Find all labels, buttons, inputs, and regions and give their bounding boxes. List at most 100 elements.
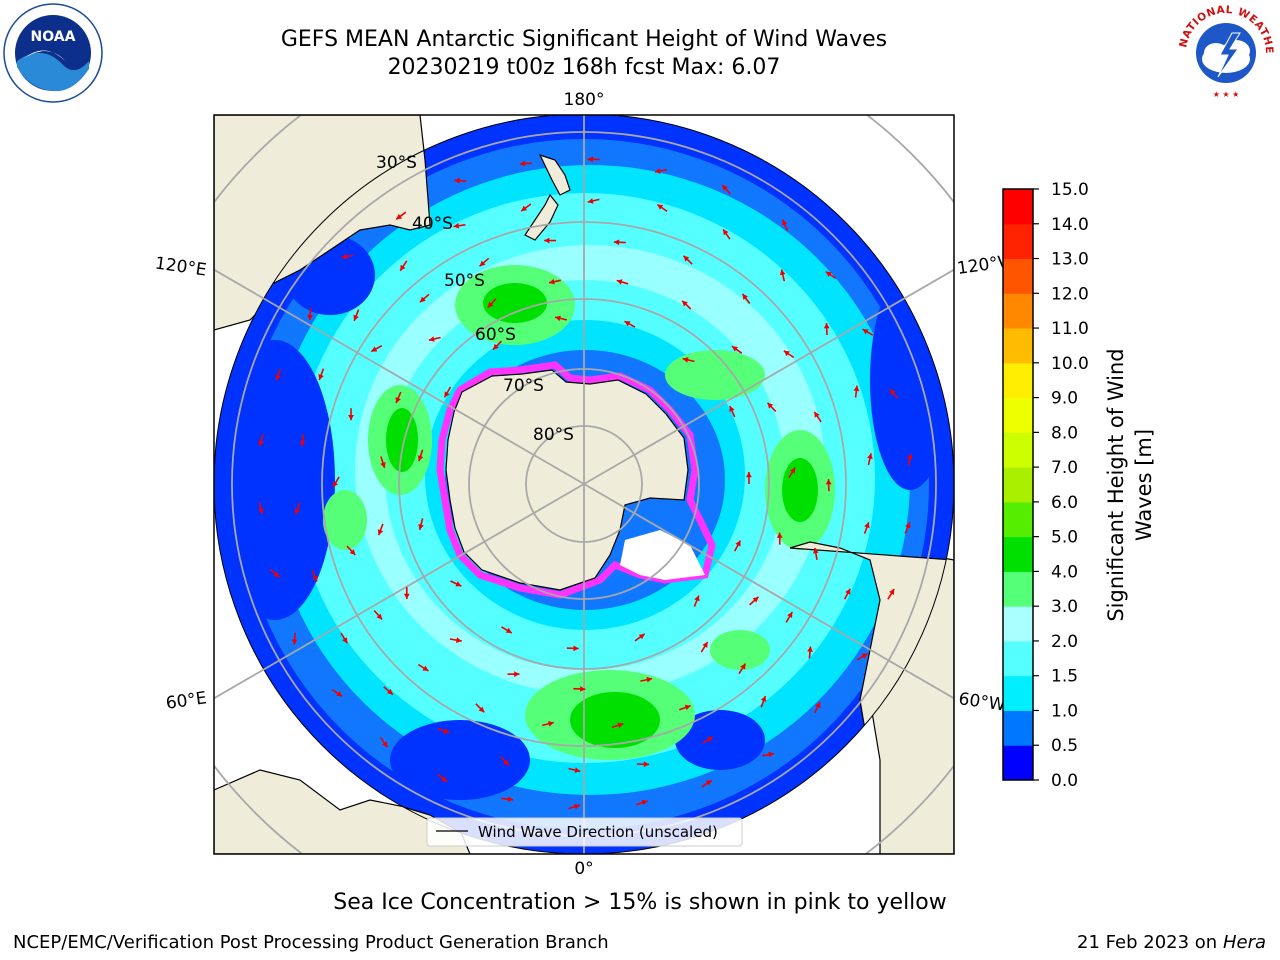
land-antarctica: [445, 369, 689, 591]
wind-wave-arrowhead: [646, 676, 653, 683]
wind-wave-arrowhead: [456, 637, 462, 643]
wind-wave-arrowhead: [890, 389, 896, 396]
wind-wave-arrowhead: [505, 627, 512, 633]
wind-wave-arrowhead: [514, 671, 520, 677]
wind-wave-arrowhead: [580, 686, 586, 692]
lon-label-60w: 60°W: [957, 689, 1006, 715]
wind-wave-arrowhead: [746, 472, 752, 478]
wind-wave-arrowhead: [684, 704, 691, 711]
wind-wave-arrowhead: [275, 374, 281, 381]
lon-label-180: 180°: [564, 90, 605, 110]
wind-wave-arrowhead: [574, 767, 581, 773]
wind-wave-arrowhead: [853, 385, 860, 392]
colorbar-segment: [1003, 606, 1033, 642]
wind-wave-arrowhead: [683, 255, 690, 262]
wind-wave-arrowhead: [441, 776, 447, 782]
wind-wave-arrowhead: [312, 575, 318, 582]
footer-branch: NCEP/EMC/Verification Post Processing Pr…: [13, 932, 609, 953]
wind-wave-arrowhead: [783, 350, 790, 357]
wind-wave-arrowhead: [396, 213, 403, 220]
wind-wave-arrowhead: [767, 402, 774, 409]
wind-wave-arrowhead: [613, 239, 620, 246]
lat-label-30s: 30°S: [376, 153, 417, 173]
wind-wave-arrowhead: [419, 296, 426, 303]
wind-wave-arrowhead: [862, 329, 869, 335]
wind-wave-arrowhead: [906, 453, 913, 460]
lon-label-60e: 60°E: [165, 688, 208, 713]
wind-wave-arrowhead: [867, 453, 873, 460]
wind-wave-arrowhead: [400, 264, 406, 271]
wind-wave-arrowhead: [349, 549, 356, 555]
wind-wave-arrowhead: [587, 156, 593, 163]
colorbar-segment: [1003, 501, 1033, 538]
colorbar-segment: [1003, 536, 1033, 572]
wind-wave-arrowhead: [776, 532, 783, 538]
colorbar-tick-label: 7.0: [1051, 458, 1078, 478]
footer-date-text: 21 Feb 2023 on: [1077, 932, 1218, 953]
wind-wave-arrowhead: [487, 301, 494, 308]
colorbar-segment: [1003, 467, 1033, 503]
colorbar-segment: [1003, 432, 1033, 468]
wind-wave-arrowhead: [825, 271, 832, 277]
colorbar-segment: [1003, 258, 1033, 294]
colorbar-tick-label: 1.0: [1051, 701, 1078, 721]
colorbar-segment: [1003, 710, 1033, 746]
colorbar-tick-label: 14.0: [1051, 215, 1089, 235]
lat-label-70s: 70°S: [503, 376, 544, 396]
wind-wave-arrowhead: [479, 260, 486, 267]
wind-wave-arrowhead: [723, 229, 729, 236]
colorbar-tick-label: 9.0: [1051, 389, 1078, 409]
colorbar-tick-label: 4.0: [1051, 562, 1078, 582]
wind-wave-arrowhead: [507, 796, 514, 802]
wind-wave-arrowhead: [694, 595, 700, 602]
wind-wave-arrowhead: [503, 759, 509, 766]
colorbar-tick-label: 15.0: [1051, 180, 1089, 200]
wind-wave-arrowhead: [521, 205, 528, 212]
wind-wave-arrowhead: [682, 300, 688, 307]
wind-wave-arrowhead: [342, 637, 348, 644]
colorbar-tick-label: 1.5: [1051, 667, 1078, 687]
wind-wave-arrowhead: [722, 185, 728, 191]
colorbar-tick-label: 11.0: [1051, 319, 1089, 339]
lat-label-40s: 40°S: [412, 214, 453, 234]
wind-wave-arrowhead: [787, 612, 793, 618]
wind-wave-arrowhead: [336, 691, 343, 697]
wind-wave-arrowhead: [341, 253, 348, 260]
wind-wave-arrowhead: [444, 391, 450, 398]
wind-wave-arrowhead: [387, 689, 393, 695]
map-frame: [213, 114, 955, 855]
wind-wave-arrowhead: [478, 706, 485, 713]
wind-wave-arrowhead: [403, 593, 410, 600]
wind-wave-arrowhead: [732, 346, 738, 352]
noaa-logo-icon: NOAA: [3, 3, 103, 103]
colorbar-tick-label: 13.0: [1051, 250, 1089, 270]
wind-wave-arrowhead: [318, 374, 324, 380]
wind-wave-arrowhead: [353, 314, 359, 321]
wind-wave-arrowhead: [348, 415, 354, 421]
colorbar-frame: [1002, 188, 1034, 781]
wind-wave-arrowhead: [760, 696, 767, 702]
footer-date: 21 Feb 2023 on Hera: [1077, 932, 1266, 953]
wind-wave-arrowhead: [395, 397, 401, 404]
chart-title: GEFS MEAN Antarctic Significant Height o…: [280, 27, 888, 52]
wind-wave-arrowhead: [735, 540, 741, 547]
wind-wave-arrowhead: [813, 548, 819, 554]
wind-wave-arrowhead: [742, 293, 748, 300]
wind-wave-arrows: [258, 156, 913, 810]
wind-wave-arrowhead: [706, 737, 713, 743]
meridian-lines: [214, 115, 954, 854]
wind-wave-arrowhead: [493, 343, 499, 350]
wind-wave-arrowhead: [453, 222, 460, 229]
wind-wave-arrowhead: [657, 204, 664, 210]
map-legend: Wind Wave Direction (unscaled): [426, 817, 743, 847]
wind-wave-arrowhead: [454, 177, 460, 184]
wind-wave-arrowhead: [548, 721, 554, 727]
colorbar-segment: [1003, 328, 1033, 364]
wind-wave-arrowhead: [782, 219, 788, 226]
wind-wave-arrowhead: [643, 761, 650, 768]
wind-wave-arrowhead: [655, 168, 661, 174]
lat-label-50s: 50°S: [444, 271, 485, 291]
wind-wave-arrowhead: [825, 479, 832, 485]
wind-wave-arrowhead: [616, 279, 623, 285]
